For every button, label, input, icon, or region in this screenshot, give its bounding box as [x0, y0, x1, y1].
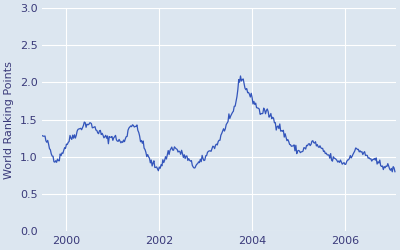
- Y-axis label: World Ranking Points: World Ranking Points: [4, 61, 14, 178]
